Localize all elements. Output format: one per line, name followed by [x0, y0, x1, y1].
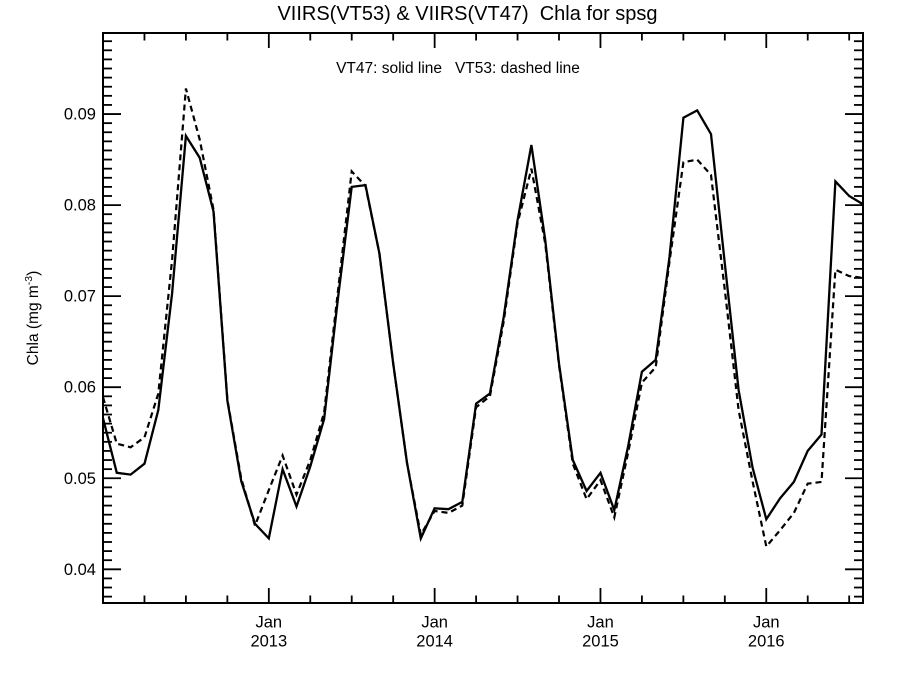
- x-tick-label-year: 2014: [416, 633, 453, 651]
- x-tick-label-year: 2015: [582, 633, 619, 651]
- plot-frame: [102, 32, 864, 604]
- x-tick-label-year: 2016: [748, 633, 785, 651]
- legend-note: VT47: solid line VT53: dashed line: [336, 60, 580, 77]
- y-tick-label: 0.06: [64, 379, 96, 397]
- y-tick-label: 0.04: [64, 561, 96, 579]
- y-axis-title-text: Chla (mg m: [25, 285, 42, 366]
- y-axis-title-close: ): [25, 270, 42, 276]
- y-axis-title: Chla (mg m-3): [22, 218, 44, 418]
- y-tick-label: 0.08: [64, 197, 96, 215]
- y-tick-label: 0.05: [64, 470, 96, 488]
- y-tick-label: 0.07: [64, 288, 96, 306]
- y-axis-title-exponent: -3: [22, 275, 35, 286]
- y-tick-label: 0.09: [64, 106, 96, 124]
- chart-title: VIIRS(VT53) & VIIRS(VT47) Chla for spsg: [277, 3, 658, 25]
- x-tick-label-month: Jan: [753, 614, 780, 632]
- series-line-vt53: [101, 88, 864, 549]
- series-line-vt47: [101, 108, 864, 543]
- x-tick-label-month: Jan: [256, 614, 283, 632]
- x-tick-label-month: Jan: [587, 614, 614, 632]
- x-tick-label-year: 2013: [250, 633, 287, 651]
- x-tick-label-month: Jan: [421, 614, 448, 632]
